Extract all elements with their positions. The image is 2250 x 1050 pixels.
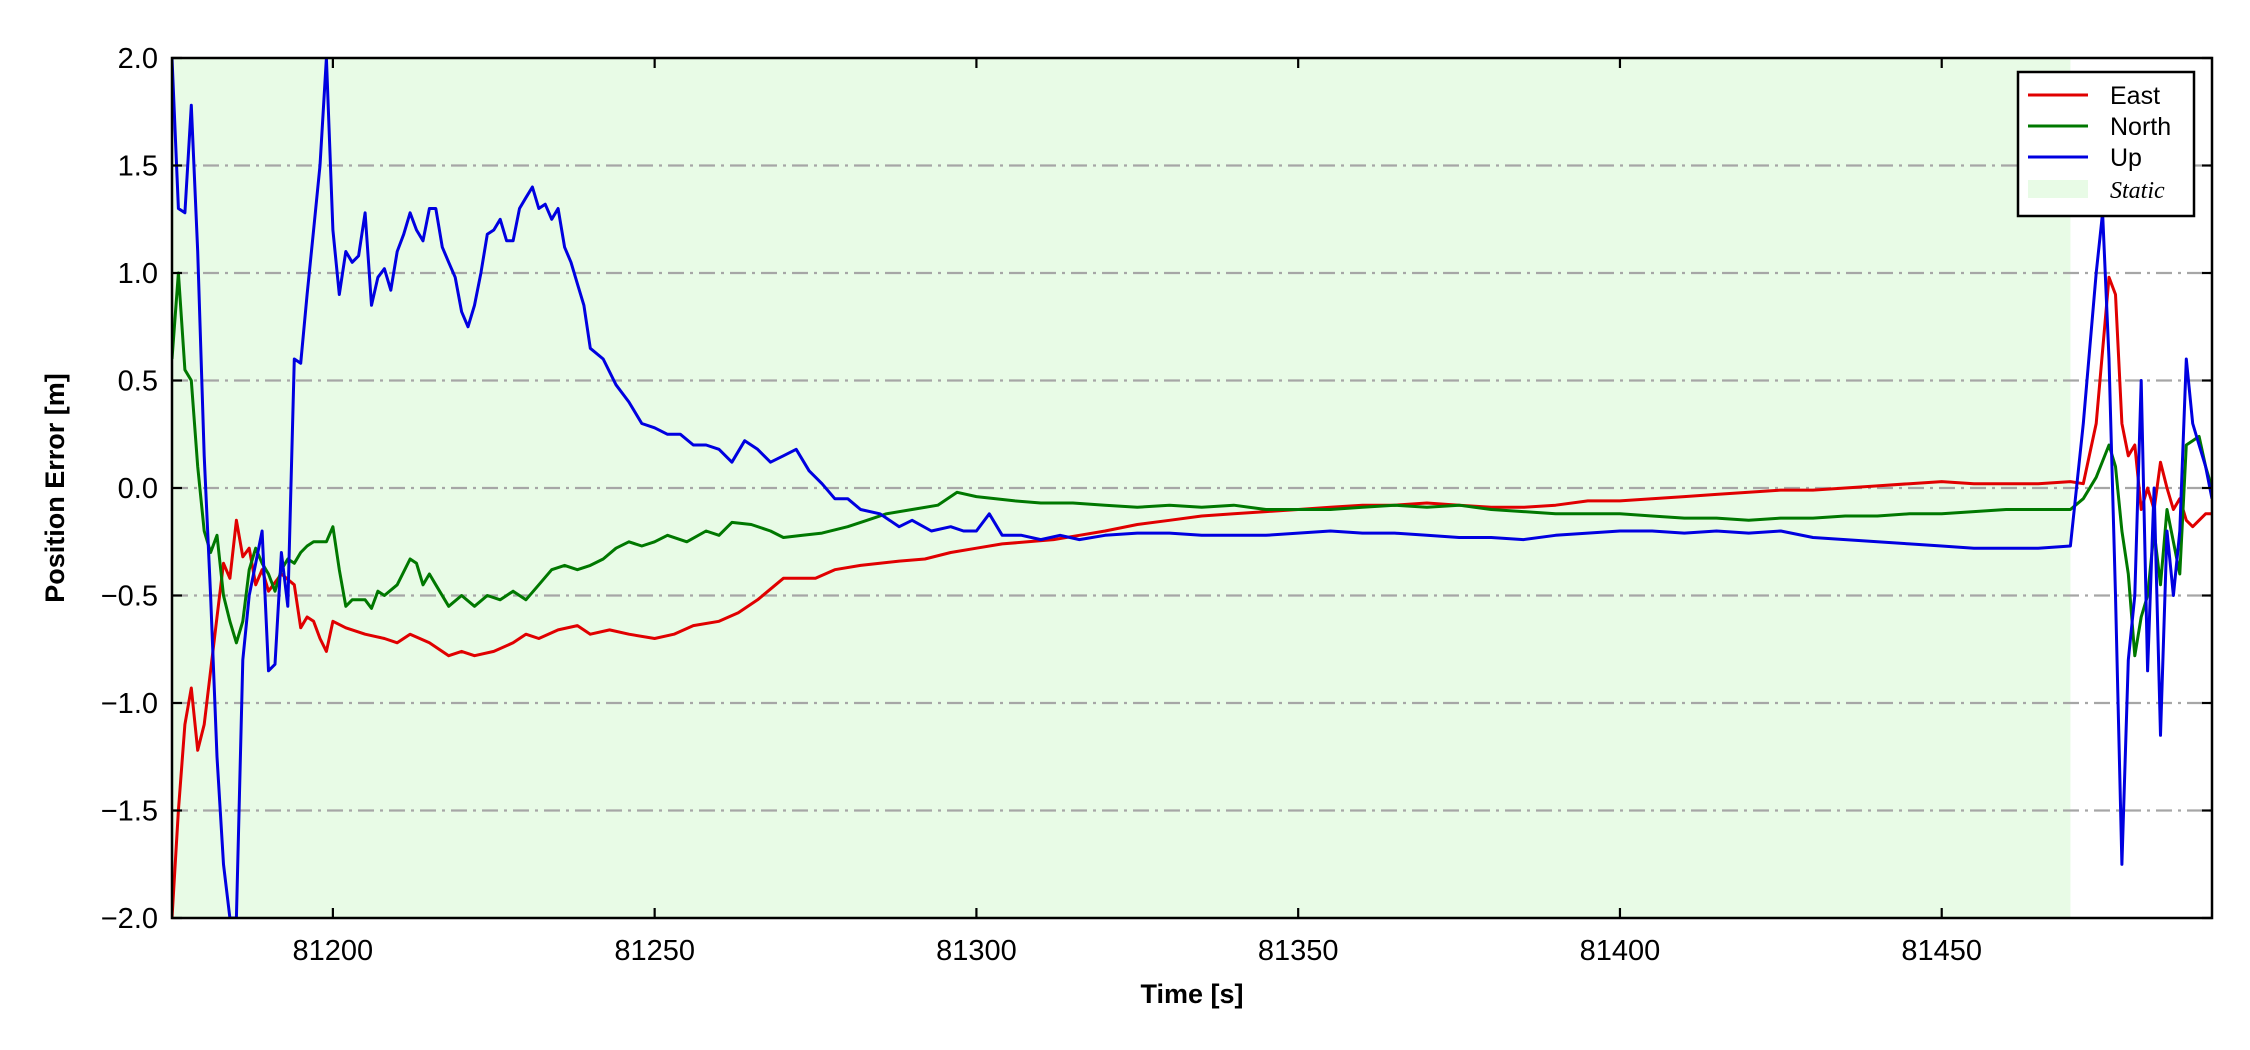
y-axis-title: Position Error [m]: [40, 373, 70, 603]
x-tick-label: 81350: [1258, 935, 1339, 967]
y-tick-label: 0.0: [118, 473, 158, 505]
legend-label-east: East: [2110, 82, 2160, 110]
x-tick-labels: 81200 81250 81300 81350 81400 81450: [293, 935, 1982, 967]
series-line-up: [172, 58, 2212, 918]
y-tick-label: 2.0: [118, 43, 158, 75]
series-line-north: [172, 271, 2212, 658]
legend-swatch-static: [2028, 180, 2088, 198]
legend-label-static: Static: [2110, 178, 2165, 204]
x-tick-label: 81450: [1901, 935, 1982, 967]
x-axis-title: Time [s]: [1140, 979, 1243, 1009]
plot-area: [170, 56, 2214, 920]
x-tick-label: 81250: [614, 935, 695, 967]
legend: East North Up Static: [2016, 70, 2196, 218]
x-tick-label: 81300: [936, 935, 1017, 967]
axis-ticks: [172, 56, 2212, 920]
series-lines: [172, 58, 2212, 918]
y-tick-label: −2.0: [101, 903, 158, 935]
legend-label-north: North: [2110, 113, 2171, 141]
x-tick-label: 81400: [1580, 935, 1661, 967]
x-tick-label: 81200: [293, 935, 374, 967]
y-tick-label: 1.0: [118, 258, 158, 290]
y-tick-label: 0.5: [118, 366, 158, 398]
y-tick-label: −1.0: [101, 688, 158, 720]
y-tick-label: −1.5: [101, 796, 158, 828]
legend-label-up: Up: [2110, 144, 2142, 172]
y-tick-label: −0.5: [101, 581, 158, 613]
series-line-east: [172, 275, 2212, 918]
y-tick-labels: 2.0 1.5 1.0 0.5 0.0 −0.5 −1.0 −1.5 −2.0: [101, 43, 158, 935]
y-tick-label: 1.5: [118, 151, 158, 183]
